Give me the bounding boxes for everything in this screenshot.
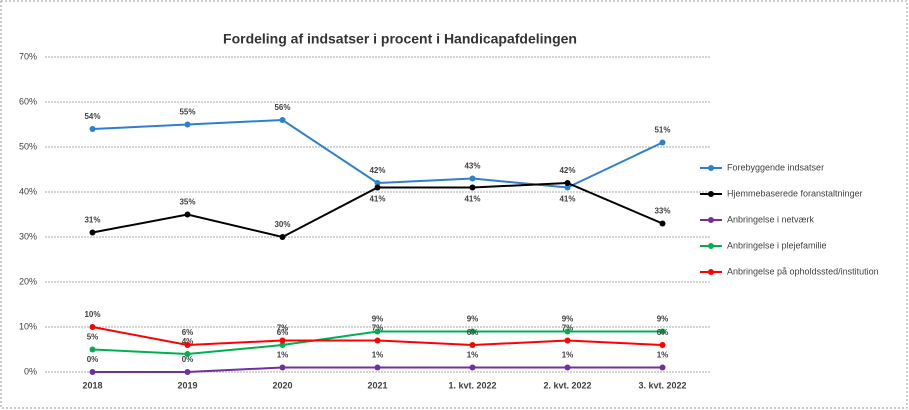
legend-marker bbox=[708, 243, 714, 249]
data-point bbox=[89, 229, 96, 236]
data-label: 33% bbox=[654, 207, 670, 216]
data-label: 1% bbox=[277, 351, 289, 360]
data-label: 1% bbox=[657, 351, 669, 360]
data-point bbox=[279, 117, 286, 123]
data-label: 6% bbox=[277, 328, 289, 337]
data-label: 31% bbox=[84, 216, 100, 225]
y-tick-label: 50% bbox=[19, 141, 37, 151]
data-label: 6% bbox=[467, 328, 479, 337]
x-tick-label: 2021 bbox=[367, 380, 387, 390]
data-label: 42% bbox=[369, 166, 385, 175]
data-label: 5% bbox=[87, 333, 99, 342]
data-label: 0% bbox=[87, 355, 99, 364]
x-tick-label: 2019 bbox=[177, 380, 197, 390]
y-tick-label: 30% bbox=[19, 231, 37, 241]
data-point bbox=[184, 342, 191, 348]
data-label: 42% bbox=[559, 166, 575, 175]
data-point bbox=[659, 328, 666, 335]
data-point bbox=[184, 121, 191, 128]
data-point bbox=[659, 342, 666, 348]
data-point bbox=[659, 139, 666, 146]
data-label: 1% bbox=[372, 351, 384, 360]
data-point bbox=[564, 184, 571, 191]
data-label: 35% bbox=[179, 198, 195, 207]
data-point bbox=[564, 328, 571, 335]
data-point bbox=[469, 342, 476, 348]
data-point bbox=[184, 351, 191, 357]
legend-marker bbox=[708, 191, 714, 197]
x-tick-label: 2020 bbox=[272, 380, 292, 390]
data-label: 41% bbox=[369, 195, 385, 204]
data-label: 10% bbox=[84, 310, 100, 319]
x-tick-label: 2018 bbox=[82, 380, 102, 390]
data-label: 7% bbox=[372, 324, 384, 333]
data-point bbox=[469, 328, 476, 335]
legend-label: Forebyggende indsatser bbox=[727, 162, 824, 172]
data-label: 1% bbox=[467, 351, 479, 360]
data-label: 56% bbox=[274, 103, 290, 112]
data-point bbox=[374, 328, 381, 335]
data-point bbox=[659, 220, 666, 227]
y-tick-label: 70% bbox=[19, 51, 37, 61]
y-tick-label: 60% bbox=[19, 96, 37, 106]
data-point bbox=[184, 369, 191, 375]
data-label: 41% bbox=[559, 195, 575, 204]
data-point bbox=[374, 180, 381, 186]
y-tick-label: 0% bbox=[24, 366, 37, 376]
data-point bbox=[564, 364, 571, 371]
legend-label: Anbringelse på opholdssted/institution bbox=[727, 266, 879, 276]
data-point bbox=[374, 364, 381, 371]
data-label: 43% bbox=[464, 162, 480, 171]
data-label: 9% bbox=[372, 315, 384, 324]
y-tick-label: 10% bbox=[19, 321, 37, 331]
data-point bbox=[89, 346, 96, 353]
data-label: 9% bbox=[562, 315, 574, 324]
chart-title: Fordeling af indsatser i procent i Handi… bbox=[223, 31, 577, 47]
data-point bbox=[374, 184, 381, 191]
data-point bbox=[659, 364, 666, 371]
data-point bbox=[469, 184, 476, 191]
data-label: 7% bbox=[277, 324, 289, 333]
x-tick-label: 2. kvt. 2022 bbox=[543, 380, 591, 390]
legend-marker bbox=[708, 217, 714, 223]
y-tick-label: 20% bbox=[19, 276, 37, 286]
legend-marker bbox=[708, 269, 714, 275]
data-label: 1% bbox=[562, 351, 574, 360]
data-label: 9% bbox=[467, 315, 479, 324]
data-point bbox=[279, 337, 286, 344]
data-label: 4% bbox=[182, 337, 194, 346]
data-label: 41% bbox=[464, 195, 480, 204]
data-point bbox=[279, 364, 286, 371]
data-point bbox=[279, 234, 286, 240]
data-point bbox=[89, 126, 96, 132]
data-label: 55% bbox=[179, 108, 195, 117]
data-point bbox=[469, 175, 476, 182]
data-point bbox=[89, 324, 96, 330]
data-point bbox=[374, 337, 381, 344]
data-point bbox=[564, 180, 571, 186]
y-tick-label: 40% bbox=[19, 186, 37, 196]
data-point bbox=[564, 337, 571, 344]
legend-label: Anbringelse i plejefamilie bbox=[727, 240, 827, 250]
data-point bbox=[184, 211, 191, 218]
data-label: 7% bbox=[562, 324, 574, 333]
data-point bbox=[279, 342, 286, 348]
legend-marker bbox=[708, 165, 714, 171]
data-label: 51% bbox=[654, 126, 670, 135]
x-tick-label: 1. kvt. 2022 bbox=[448, 380, 496, 390]
data-label: 6% bbox=[182, 328, 194, 337]
legend-label: Hjemmebaserede foranstaltninger bbox=[727, 188, 863, 198]
data-label: 9% bbox=[657, 315, 669, 324]
data-point bbox=[469, 364, 476, 371]
data-label: 54% bbox=[84, 112, 100, 121]
data-label: 6% bbox=[657, 328, 669, 337]
legend-label: Anbringelse i netværk bbox=[727, 214, 815, 224]
data-label: 30% bbox=[274, 220, 290, 229]
data-point bbox=[89, 369, 96, 375]
data-label: 0% bbox=[182, 355, 194, 364]
x-tick-label: 3. kvt. 2022 bbox=[638, 380, 686, 390]
